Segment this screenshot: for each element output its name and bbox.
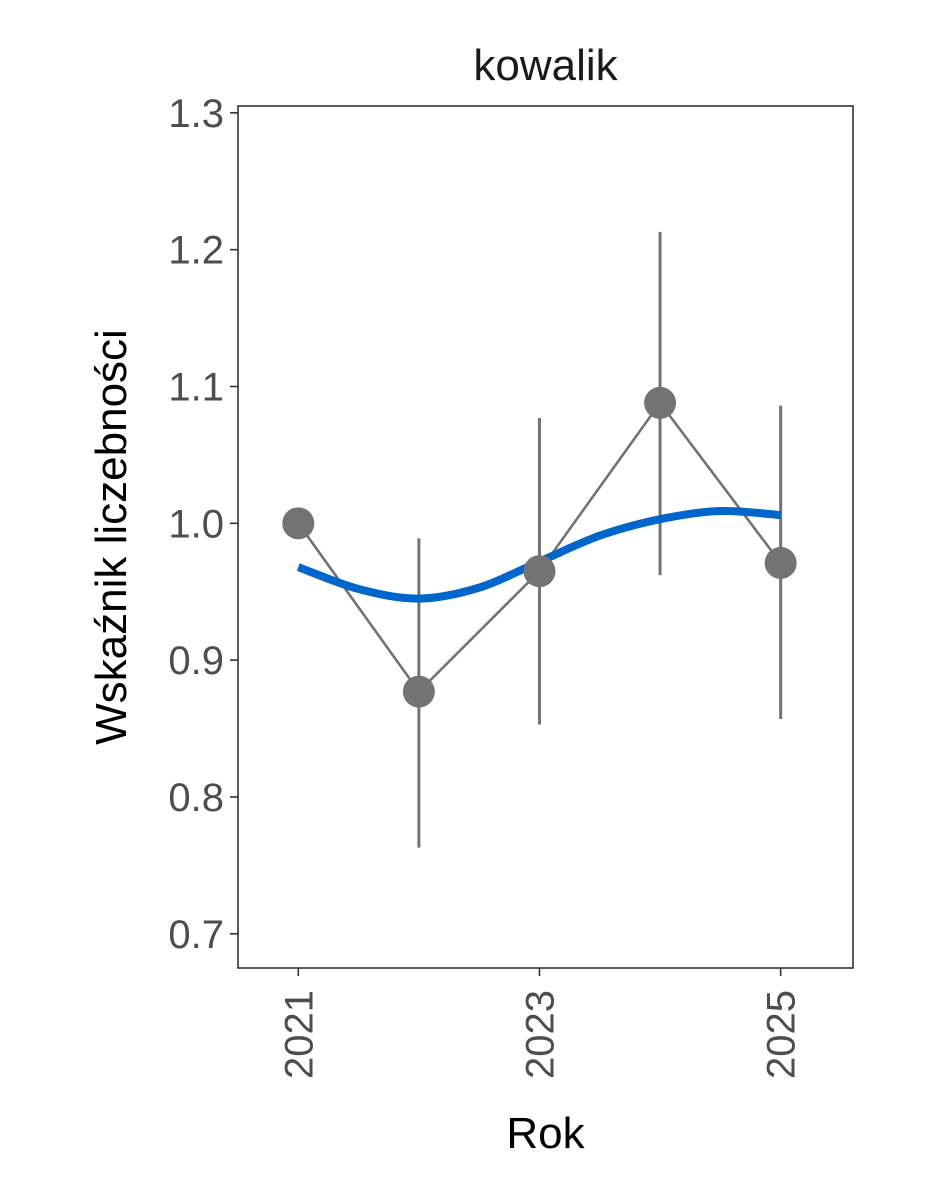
data-point (764, 546, 797, 579)
data-point (402, 675, 435, 708)
data-point (282, 507, 315, 540)
x-axis: 2021 2023 2025 (277, 968, 804, 1079)
x-tick-label: 2021 (277, 990, 321, 1079)
y-tick-label: 0.7 (168, 913, 224, 957)
x-axis-title: Rok (506, 1109, 585, 1158)
y-tick-label: 1.3 (168, 92, 224, 136)
x-tick-label: 2025 (760, 990, 804, 1079)
y-tick-label: 1.2 (168, 229, 224, 273)
y-tick-label: 0.9 (168, 639, 224, 683)
y-tick-label: 1.1 (168, 365, 224, 409)
y-tick-label: 1.0 (168, 502, 224, 546)
y-tick-label: 0.8 (168, 776, 224, 820)
x-tick-label: 2023 (518, 990, 562, 1079)
chart-title: kowalik (473, 41, 618, 90)
y-axis: 0.7 0.8 0.9 1.0 1.1 1.2 1.3 (168, 92, 238, 957)
panel-background (237, 105, 854, 969)
data-point (644, 386, 677, 419)
data-points (282, 386, 797, 708)
data-point (523, 555, 556, 588)
y-axis-title: Wskaźnik liczebności (87, 329, 136, 745)
